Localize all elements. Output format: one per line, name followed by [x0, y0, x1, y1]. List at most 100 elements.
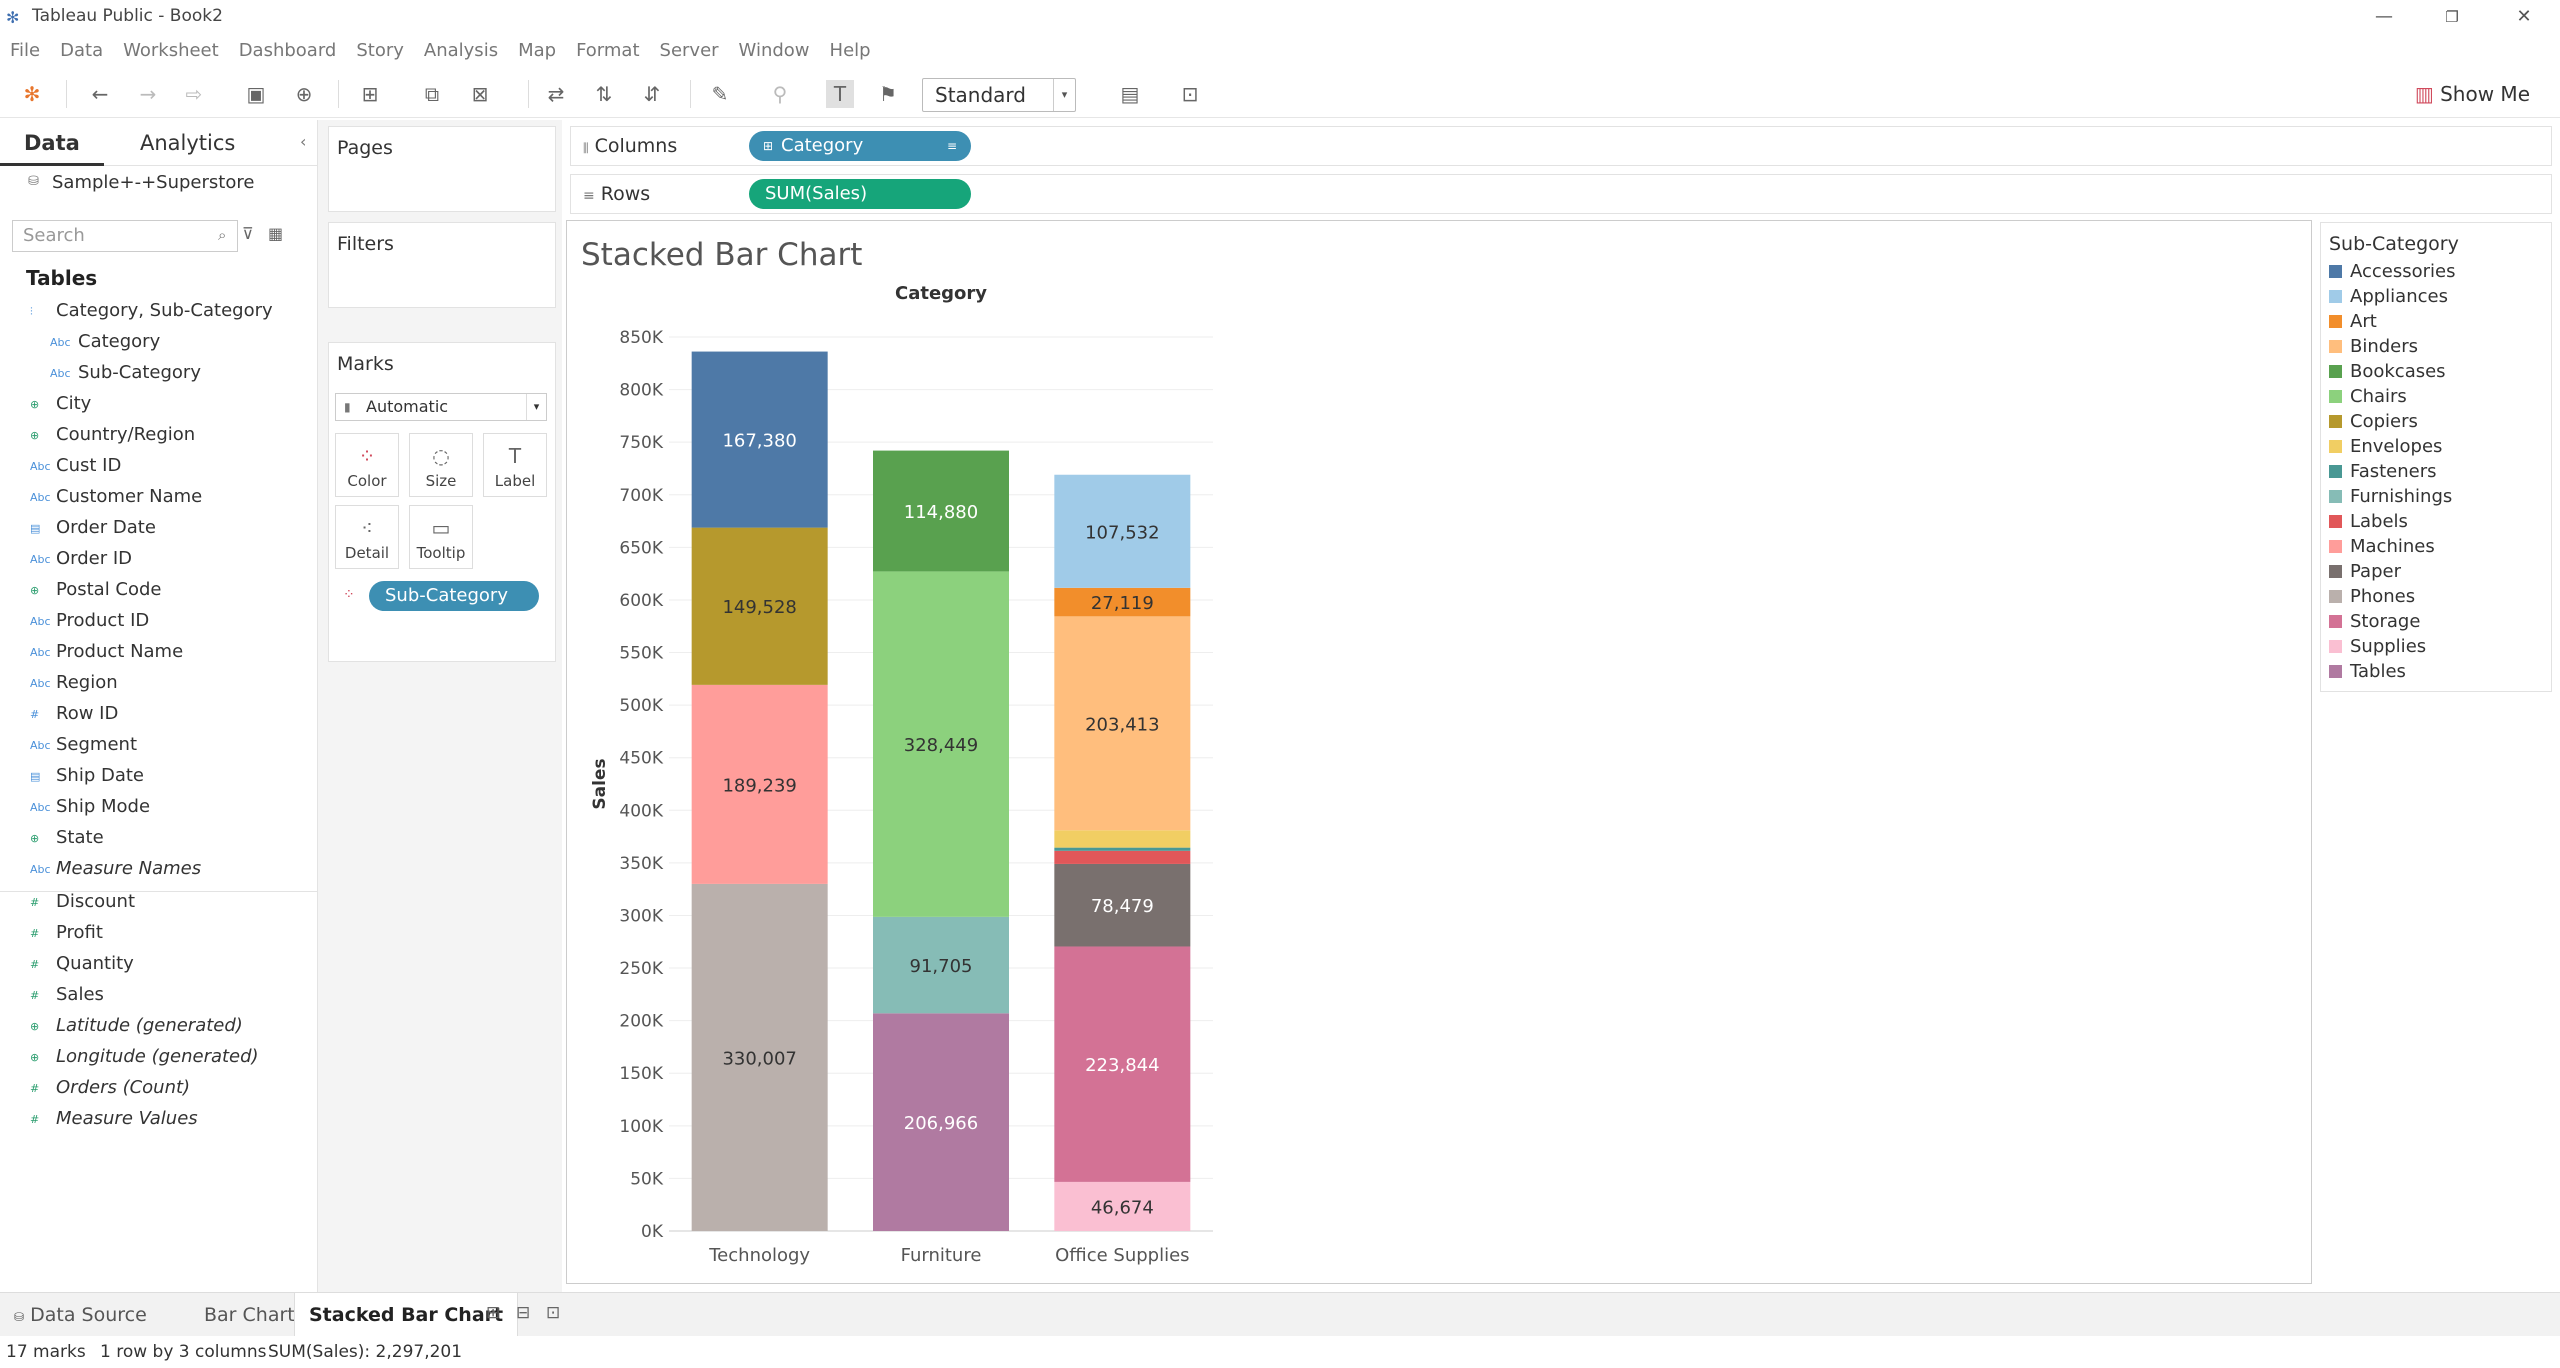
field-latitude-generated-[interactable]: Latitude (generated): [56, 1015, 243, 1036]
field-product-name[interactable]: Product Name: [56, 641, 184, 662]
legend-item[interactable]: Copiers: [2329, 411, 2418, 435]
fix-axes-icon[interactable]: ⚑: [879, 82, 897, 106]
filter-icon[interactable]: ⊽: [242, 224, 254, 243]
group-icon[interactable]: ⚲: [772, 82, 788, 106]
bar-segment[interactable]: [1054, 850, 1191, 864]
bar-segment[interactable]: [1054, 863, 1191, 947]
show-me-button[interactable]: ▥ Show Me: [2414, 82, 2530, 106]
legend-item[interactable]: Envelopes: [2329, 436, 2442, 460]
legend-item[interactable]: Labels: [2329, 511, 2408, 535]
field-quantity[interactable]: Quantity: [56, 953, 134, 974]
bar-segment[interactable]: [1054, 830, 1191, 848]
clear-sheet-icon[interactable]: ⊠: [471, 82, 489, 106]
bar-segment[interactable]: [873, 450, 1009, 572]
bar-segment[interactable]: [691, 883, 828, 1231]
bar-segment[interactable]: [873, 1013, 1009, 1231]
field-discount[interactable]: Discount: [56, 891, 136, 912]
field-category-sub-category[interactable]: Category, Sub-Category: [56, 300, 273, 321]
fit-dropdown[interactable]: Standard ▾: [922, 78, 1076, 112]
datasource-name[interactable]: Sample+-+Superstore: [52, 172, 255, 193]
menu-item-window[interactable]: Window: [738, 40, 810, 61]
field-orders-count-[interactable]: Orders (Count): [56, 1077, 191, 1098]
field-segment[interactable]: Segment: [56, 734, 137, 755]
field-region[interactable]: Region: [56, 672, 118, 693]
restore-icon[interactable]: ❐: [2445, 8, 2459, 26]
field-cust-id[interactable]: Cust ID: [56, 455, 122, 476]
sum-sales-pill[interactable]: SUM(Sales): [749, 179, 971, 209]
field-longitude-generated-[interactable]: Longitude (generated): [56, 1046, 259, 1067]
bar-segment[interactable]: [1054, 616, 1191, 831]
columns-shelf[interactable]: ⫼ Columns ⊞ Category ≡: [570, 126, 2552, 166]
field-order-date[interactable]: Order Date: [56, 517, 156, 538]
new-worksheet-icon[interactable]: ⊞: [361, 82, 379, 106]
filters-card[interactable]: Filters: [328, 222, 556, 308]
legend-item[interactable]: Furnishings: [2329, 486, 2452, 510]
bar-segment[interactable]: [691, 351, 828, 528]
new-story-icon[interactable]: ⊡: [546, 1303, 561, 1323]
menu-item-map[interactable]: Map: [518, 40, 557, 61]
category-pill[interactable]: ⊞ Category ≡: [749, 131, 971, 161]
legend-item[interactable]: Storage: [2329, 611, 2420, 635]
field-measure-values[interactable]: Measure Values: [56, 1108, 198, 1129]
mark-type-dropdown[interactable]: ▮ Automatic ▾: [335, 393, 547, 421]
pages-card[interactable]: Pages: [328, 126, 556, 212]
show-labels-icon[interactable]: T: [826, 80, 854, 108]
menu-item-file[interactable]: File: [10, 40, 41, 61]
bar-segment[interactable]: [1054, 847, 1191, 851]
legend-item[interactable]: Accessories: [2329, 261, 2456, 285]
sort-ascending-icon[interactable]: ⇅: [595, 82, 613, 106]
field-ship-date[interactable]: Ship Date: [56, 765, 145, 786]
bar-segment[interactable]: [1054, 946, 1191, 1182]
undo-icon[interactable]: ←: [91, 82, 109, 106]
legend-item[interactable]: Phones: [2329, 586, 2415, 610]
presentation-mode-icon[interactable]: ⊡: [1181, 82, 1199, 106]
sub-category-color-pill[interactable]: Sub-Category: [369, 581, 539, 611]
tab-data[interactable]: Data: [0, 120, 104, 166]
tab-analytics[interactable]: Analytics: [140, 131, 236, 155]
field-sub-category[interactable]: Sub-Category: [78, 362, 201, 383]
duplicate-sheet-icon[interactable]: ⧉: [424, 82, 440, 106]
tab-stacked-bar-chart[interactable]: Stacked Bar Chart: [294, 1293, 519, 1337]
search-icon[interactable]: ⌕: [218, 226, 227, 244]
legend-item[interactable]: Binders: [2329, 336, 2418, 360]
sort-descending-icon[interactable]: ⇵: [643, 82, 661, 106]
legend-item[interactable]: Chairs: [2329, 386, 2407, 410]
swap-icon[interactable]: ⇄: [547, 82, 565, 106]
stacked-bar-chart[interactable]: Category 0K 50K 100K 150K 200K 250K 300K 350K 400…: [567, 221, 2311, 1283]
legend-item[interactable]: Art: [2329, 311, 2377, 335]
close-icon[interactable]: ✕: [2516, 6, 2532, 27]
legend-item[interactable]: Bookcases: [2329, 361, 2446, 385]
view-options-icon[interactable]: ▦: [268, 224, 284, 243]
field-city[interactable]: City: [56, 393, 92, 414]
color-button[interactable]: ⁘ Color: [335, 433, 399, 497]
new-worksheet-icon[interactable]: ⊞: [486, 1303, 501, 1323]
legend-item[interactable]: Supplies: [2329, 636, 2426, 660]
menu-item-worksheet[interactable]: Worksheet: [123, 40, 219, 61]
tab-data-source[interactable]: ⛁ Data Source: [14, 1304, 147, 1326]
menu-item-data[interactable]: Data: [60, 40, 104, 61]
new-datasource-icon[interactable]: ⊕: [295, 82, 313, 106]
menu-item-story[interactable]: Story: [356, 40, 404, 61]
rows-shelf[interactable]: ≡ Rows SUM(Sales): [570, 174, 2552, 214]
tableau-start-icon[interactable]: ✻: [23, 82, 41, 106]
field-category[interactable]: Category: [78, 331, 161, 352]
label-button[interactable]: T Label: [483, 433, 547, 497]
minimize-icon[interactable]: —: [2375, 6, 2393, 27]
new-dashboard-icon[interactable]: ⊟: [516, 1303, 531, 1323]
bar-segment[interactable]: [691, 684, 828, 884]
tooltip-button[interactable]: ▭ Tooltip: [409, 505, 473, 569]
menu-item-server[interactable]: Server: [659, 40, 719, 61]
legend-item[interactable]: Tables: [2329, 661, 2406, 685]
legend-item[interactable]: Appliances: [2329, 286, 2448, 310]
field-country-region[interactable]: Country/Region: [56, 424, 196, 445]
bar-segment[interactable]: [1054, 587, 1191, 617]
search-input[interactable]: Search: [12, 220, 238, 252]
menu-item-dashboard[interactable]: Dashboard: [238, 40, 337, 61]
field-order-id[interactable]: Order ID: [56, 548, 133, 569]
field-sales[interactable]: Sales: [56, 984, 104, 1005]
field-customer-name[interactable]: Customer Name: [56, 486, 203, 507]
redo-icon[interactable]: →: [139, 82, 157, 106]
replay-icon[interactable]: ⇨: [185, 82, 203, 106]
legend-item[interactable]: Fasteners: [2329, 461, 2437, 485]
collapse-pane-icon[interactable]: ‹: [300, 132, 307, 151]
